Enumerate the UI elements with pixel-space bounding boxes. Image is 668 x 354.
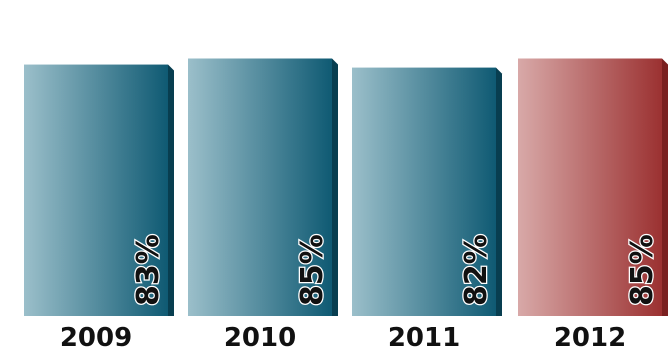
value-label-2012: 85% <box>625 234 660 306</box>
category-label-2010: 2010 <box>224 323 296 353</box>
value-label-2010: 85% <box>295 234 330 306</box>
value-labels-group: 83% 85% 82% 85% <box>130 233 662 307</box>
bar-2011 <box>352 67 496 317</box>
category-label-2009: 2009 <box>60 323 132 353</box>
bar-2010 <box>188 58 332 316</box>
bar-side-2012 <box>662 58 668 316</box>
bar-side-2010 <box>332 58 338 316</box>
category-label-2011: 2011 <box>388 323 460 353</box>
bar-2012 <box>518 58 662 316</box>
bars-group <box>24 58 668 317</box>
category-label-2012: 2012 <box>554 323 626 353</box>
value-label-2009: 83% <box>131 234 166 306</box>
bar-side-2011 <box>496 67 502 317</box>
value-label-2011: 82% <box>459 234 494 306</box>
bar-side-2009 <box>168 64 174 316</box>
bar-2009 <box>24 64 168 316</box>
category-labels-group: 2009 2010 2011 2012 <box>60 323 626 353</box>
